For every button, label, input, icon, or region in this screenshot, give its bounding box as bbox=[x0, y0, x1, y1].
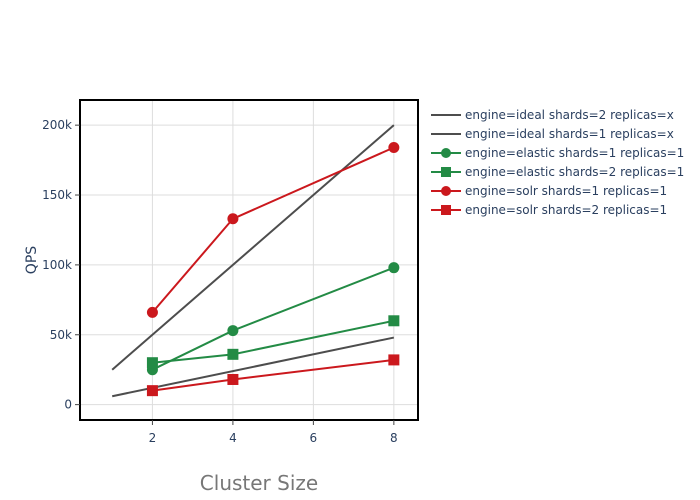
series-line bbox=[111, 336, 395, 398]
x-tick-label: 2 bbox=[149, 431, 157, 445]
data-point bbox=[388, 262, 400, 274]
plot-area bbox=[111, 124, 400, 398]
legend-swatch-marker bbox=[441, 148, 451, 158]
data-point bbox=[227, 348, 239, 360]
y-tick-label: 0 bbox=[64, 398, 72, 412]
legend-label: engine=ideal shards=2 replicas=x bbox=[465, 108, 674, 122]
legend-label: engine=elastic shards=2 replicas=1 bbox=[465, 165, 684, 179]
series-line bbox=[152, 358, 394, 392]
legend-label: engine=solr shards=1 replicas=1 bbox=[465, 184, 667, 198]
legend-swatch-marker bbox=[441, 205, 451, 215]
series-0 bbox=[111, 336, 395, 398]
y-tick-label: 100k bbox=[42, 258, 72, 272]
data-point bbox=[146, 306, 158, 318]
data-point bbox=[227, 213, 239, 225]
legend-swatch-marker bbox=[441, 186, 451, 196]
data-point bbox=[227, 325, 239, 337]
legend-item[interactable]: engine=solr shards=1 replicas=1 bbox=[431, 184, 667, 198]
x-axis-title: Cluster Size bbox=[200, 471, 318, 495]
legend-item[interactable]: engine=ideal shards=1 replicas=x bbox=[431, 127, 674, 141]
series-line bbox=[151, 266, 395, 371]
data-point bbox=[146, 385, 158, 397]
y-tick-label: 50k bbox=[50, 328, 72, 342]
series-4 bbox=[146, 142, 400, 318]
legend-label: engine=ideal shards=1 replicas=x bbox=[465, 127, 674, 141]
plot-frame bbox=[79, 99, 419, 421]
legend-label: engine=solr shards=2 replicas=1 bbox=[465, 203, 667, 217]
series-1 bbox=[111, 124, 395, 371]
data-point bbox=[227, 373, 239, 385]
series-line bbox=[111, 124, 395, 371]
data-point bbox=[388, 354, 400, 366]
data-point bbox=[388, 315, 400, 327]
y-axis-title: QPS bbox=[24, 246, 40, 274]
legend-item[interactable]: engine=elastic shards=1 replicas=1 bbox=[431, 146, 684, 160]
legend-item[interactable]: engine=solr shards=2 replicas=1 bbox=[431, 203, 667, 217]
x-tick-label: 8 bbox=[390, 431, 398, 445]
x-tick-label: 4 bbox=[229, 431, 237, 445]
grid bbox=[80, 100, 418, 420]
legend-item[interactable]: engine=elastic shards=2 replicas=1 bbox=[431, 165, 684, 179]
axis-ticks: 2 4 6 8 0 50k 100k 150k 200k bbox=[42, 118, 398, 445]
legend-swatch-marker bbox=[441, 167, 451, 177]
y-tick-label: 150k bbox=[42, 188, 72, 202]
legend-item[interactable]: engine=ideal shards=2 replicas=x bbox=[431, 108, 674, 122]
series-2 bbox=[146, 262, 400, 376]
series-5 bbox=[146, 354, 400, 397]
data-point bbox=[146, 357, 158, 369]
series-line bbox=[152, 319, 395, 364]
series-3 bbox=[146, 315, 400, 369]
legend[interactable]: engine=ideal shards=2 replicas=x engine=i… bbox=[431, 108, 684, 217]
legend-label: engine=elastic shards=1 replicas=1 bbox=[465, 146, 684, 160]
y-tick-label: 200k bbox=[42, 118, 72, 132]
data-point bbox=[388, 142, 400, 154]
x-tick-label: 6 bbox=[310, 431, 318, 445]
